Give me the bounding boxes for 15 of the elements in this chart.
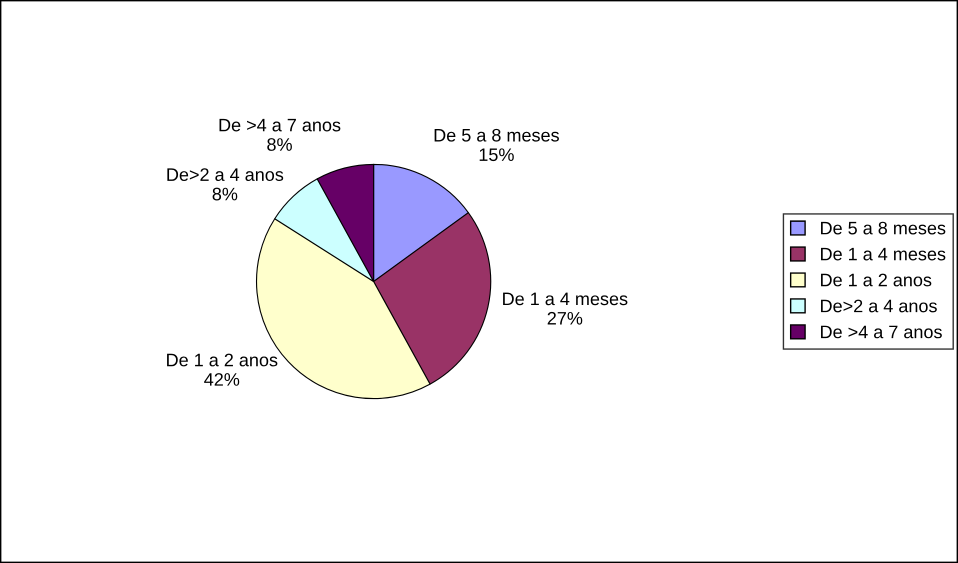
slice-label: De>2 a 4 anos bbox=[167, 168, 284, 182]
legend-label: De 1 a 4 meses bbox=[821, 248, 946, 260]
slice-label: De 1 a 4 meses bbox=[503, 292, 628, 306]
legend-label: De 5 a 8 meses bbox=[821, 222, 946, 234]
slice-label: De 5 a 8 meses bbox=[434, 128, 559, 142]
data-label: 8% bbox=[212, 188, 238, 200]
legend-label: De 1 a 2 anos bbox=[821, 274, 932, 286]
slice-label: De 1 a 2 anos bbox=[167, 354, 278, 366]
legend-label: De>2 a 4 anos bbox=[821, 300, 937, 312]
data-label: 8% bbox=[267, 138, 292, 151]
data-label: 42% bbox=[204, 373, 240, 386]
data-label: 15% bbox=[480, 148, 514, 162]
data-label: 27% bbox=[548, 312, 582, 325]
slice-label: De >4 a 7 anos bbox=[220, 118, 340, 132]
legend-label: De >4 a 7 anos bbox=[821, 326, 942, 338]
